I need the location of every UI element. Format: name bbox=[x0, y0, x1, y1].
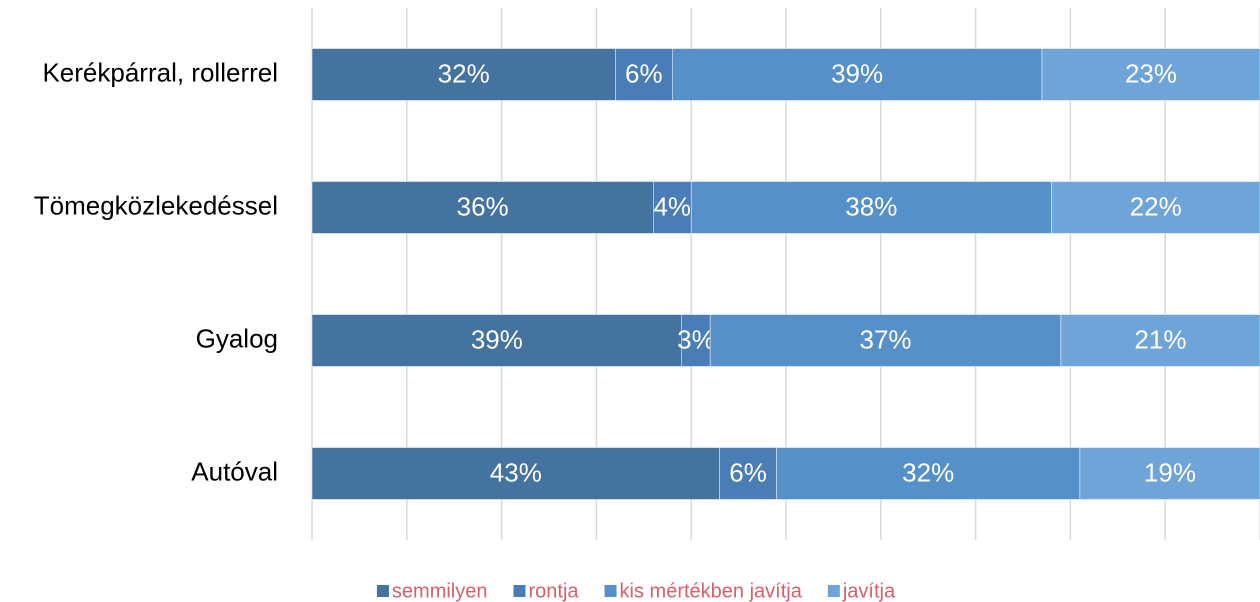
y-tick-label: Tömegközlekedéssel bbox=[34, 190, 278, 220]
data-label: 39% bbox=[471, 324, 523, 354]
data-label: 38% bbox=[845, 191, 897, 221]
data-label: 4% bbox=[653, 191, 691, 221]
legend-swatch bbox=[513, 585, 526, 597]
legend-label: rontja bbox=[529, 580, 580, 602]
data-label: 21% bbox=[1134, 324, 1186, 354]
data-label: 32% bbox=[902, 457, 954, 487]
bar-segment bbox=[776, 447, 1081, 500]
bar-segment bbox=[311, 314, 682, 367]
legend-swatch bbox=[604, 585, 617, 597]
legend-swatch bbox=[376, 585, 389, 597]
legend-swatch bbox=[827, 585, 840, 597]
data-label: 32% bbox=[438, 58, 490, 88]
bar-segment bbox=[671, 48, 1043, 101]
data-label: 6% bbox=[729, 457, 767, 487]
bar-segment bbox=[1041, 48, 1260, 101]
bar-segment bbox=[681, 314, 711, 367]
bar-segment bbox=[1060, 314, 1260, 367]
data-label: 6% bbox=[625, 58, 663, 88]
bar-segment bbox=[719, 447, 777, 500]
legend-label: semmilyen bbox=[392, 580, 488, 602]
bar-segment bbox=[1051, 181, 1260, 234]
bar-segment bbox=[1079, 447, 1260, 500]
data-label: 37% bbox=[860, 324, 912, 354]
bar-segment bbox=[709, 314, 1062, 367]
bar-segment bbox=[311, 181, 654, 234]
bar-segment bbox=[615, 48, 673, 101]
y-tick-label: Autóval bbox=[191, 456, 278, 486]
data-label: 23% bbox=[1125, 58, 1177, 88]
bar-segment bbox=[311, 48, 616, 101]
bar-segment bbox=[653, 181, 692, 234]
data-label: 39% bbox=[831, 58, 883, 88]
bar-segment bbox=[311, 447, 720, 500]
data-label: 43% bbox=[490, 457, 542, 487]
legend-label: javítja bbox=[842, 580, 896, 602]
legend-label: kis mértékben javítja bbox=[620, 580, 803, 602]
data-label: 19% bbox=[1144, 457, 1196, 487]
data-label: 3% bbox=[677, 324, 715, 354]
data-label: 22% bbox=[1130, 191, 1182, 221]
bar-segment bbox=[690, 181, 1052, 234]
y-tick-label: Kerékpárral, rollerrel bbox=[42, 57, 278, 87]
data-label: 36% bbox=[457, 191, 509, 221]
y-tick-label: Gyalog bbox=[196, 323, 278, 353]
